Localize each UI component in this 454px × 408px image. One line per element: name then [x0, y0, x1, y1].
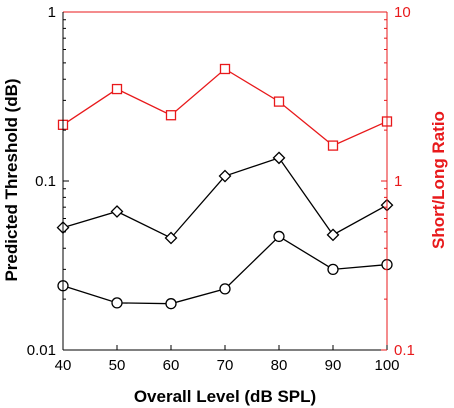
square-marker: [165, 110, 177, 121]
series-line-square: [62, 68, 388, 147]
right-y-tick-label: 10: [394, 4, 411, 21]
x-tick-label: 40: [55, 357, 72, 374]
square-marker: [219, 63, 231, 75]
x-tick-label: 100: [374, 357, 399, 374]
right-y-tick-label: 0.1: [394, 342, 415, 359]
diamond-marker: [326, 228, 340, 242]
square-marker: [273, 96, 285, 107]
diamond-marker: [218, 169, 232, 183]
right-y-tick-label: 1: [394, 173, 402, 190]
circle-marker: [327, 263, 339, 276]
circle-marker: [111, 297, 123, 309]
x-tick-label: 90: [325, 357, 342, 374]
diamond-marker: [164, 231, 178, 245]
x-axis-title: Overall Level (dB SPL): [134, 387, 316, 406]
right-y-axis-title: Short/Long Ratio: [429, 111, 448, 249]
x-tick-label: 60: [163, 357, 180, 374]
circle-marker: [273, 230, 285, 243]
x-tick-label: 70: [217, 357, 234, 374]
left-y-tick-label: 0.1: [35, 173, 56, 190]
left-y-tick-label: 0.01: [27, 342, 56, 359]
x-tick-label: 80: [271, 357, 288, 374]
square-marker: [111, 83, 123, 95]
square-marker: [327, 140, 339, 151]
diamond-marker: [272, 151, 286, 165]
series-layer: [56, 63, 394, 310]
x-tick-label: 50: [109, 357, 126, 374]
left-y-axis-title: Predicted Threshold (dB): [2, 78, 21, 281]
diamond-marker: [110, 205, 124, 218]
left-y-tick-label: 1: [48, 4, 56, 21]
circle-marker: [165, 298, 177, 310]
axes-layer: 40 50 60 70 80 90 100 0.01 0.1 1 0.1 1 10: [27, 4, 415, 374]
circle-marker: [219, 283, 231, 295]
